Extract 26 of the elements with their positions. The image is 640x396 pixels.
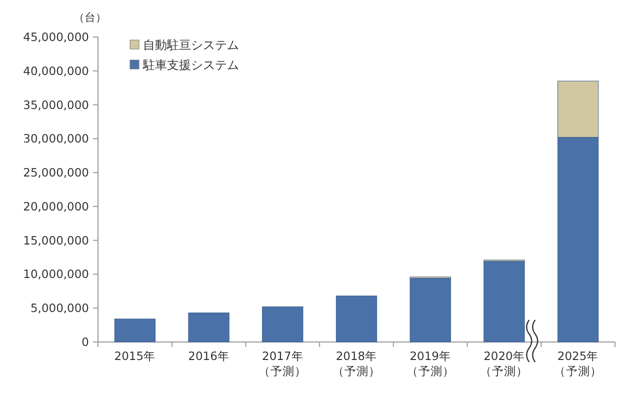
y-tick-label: 35,000,000 xyxy=(23,98,89,112)
y-tick-label: 10,000,000 xyxy=(23,267,89,282)
y-tick-label: 5,000,000 xyxy=(30,301,89,316)
x-tick-label: 2020年（予測） xyxy=(480,349,528,378)
x-tick-label: 2019年（予測） xyxy=(406,349,454,378)
y-tick-label: 0 xyxy=(82,335,89,349)
legend-label: 駐車支援システム xyxy=(142,58,239,72)
bar xyxy=(484,261,525,342)
y-tick-label: 40,000,000 xyxy=(23,64,89,78)
x-tick-label: 2025年（予測） xyxy=(554,349,602,378)
y-axis-title: （台） xyxy=(74,11,106,24)
y-tick-label: 25,000,000 xyxy=(23,166,89,180)
y-tick-label: 20,000,000 xyxy=(23,199,89,214)
x-tick-label: 2018年（予測） xyxy=(332,349,380,378)
y-tick-label: 15,000,000 xyxy=(23,233,89,248)
x-tick-label: 2015年 xyxy=(114,349,156,363)
x-tick-label: 2017年（予測） xyxy=(258,349,307,378)
bar xyxy=(336,296,378,342)
bar xyxy=(188,312,230,342)
y-tick-label: 45,000,000 xyxy=(23,30,89,44)
legend-label: 自動駐亘システム xyxy=(143,38,239,52)
y-tick-label: 30,000,000 xyxy=(23,132,89,146)
x-tick-label: 2016年 xyxy=(188,349,230,363)
bar xyxy=(262,306,304,342)
bar xyxy=(114,318,156,342)
bar xyxy=(410,278,451,342)
